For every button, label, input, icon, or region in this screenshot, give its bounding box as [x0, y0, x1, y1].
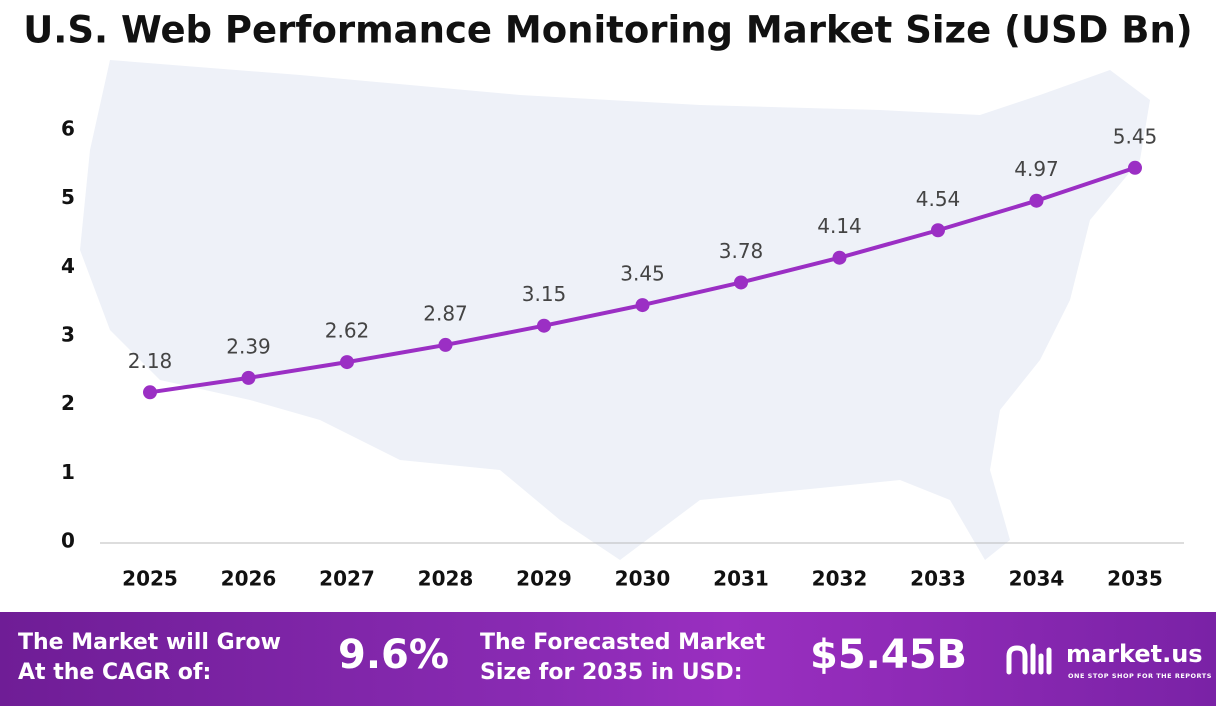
x-tick-label: 2025 [122, 567, 178, 591]
point [143, 385, 157, 400]
chart: U.S. Web Performance Monitoring Market S… [23, 9, 1192, 591]
y-tick-label: 4 [61, 254, 75, 278]
banner: The Market will Grow At the CAGR of: 9.6… [0, 612, 1216, 706]
forecast-label-2: Size for 2035 in USD: [480, 660, 743, 685]
y-tick-label: 6 [61, 117, 75, 141]
data-label: 3.15 [522, 282, 567, 306]
logo-text: market.us [1066, 640, 1203, 668]
data-label: 2.62 [325, 319, 370, 343]
data-label: 4.54 [916, 187, 961, 211]
data-label: 3.45 [620, 262, 665, 286]
data-label: 5.45 [1113, 124, 1158, 148]
chart-title: U.S. Web Performance Monitoring Market S… [23, 9, 1192, 52]
data-label: 4.97 [1014, 157, 1059, 181]
data-label: 2.39 [226, 334, 271, 358]
point [438, 337, 453, 352]
x-tick-label: 2034 [1009, 567, 1065, 591]
point [1128, 160, 1142, 175]
x-tick-label: 2029 [516, 567, 572, 591]
logo-tagline: ONE STOP SHOP FOR THE REPORTS [1068, 672, 1212, 680]
data-label: 3.78 [719, 239, 764, 263]
y-tick-label: 0 [61, 529, 75, 553]
x-tick-label: 2030 [615, 567, 671, 591]
point [734, 275, 748, 290]
data-label: 2.87 [423, 301, 468, 325]
x-tick-label: 2026 [221, 567, 277, 591]
cagr-label-2: At the CAGR of: [18, 660, 212, 685]
cagr-value: 9.6% [338, 632, 449, 678]
logo-icon [1006, 643, 1052, 675]
data-label: 4.14 [817, 214, 862, 238]
point [340, 355, 354, 370]
x-tick-label: 2027 [319, 567, 375, 591]
point [241, 370, 256, 385]
y-tick-label: 3 [61, 323, 75, 347]
forecast-value: $5.45B [810, 632, 968, 678]
y-tick-label: 5 [61, 185, 75, 209]
point [537, 318, 551, 333]
y-tick-label: 2 [61, 391, 75, 415]
data-label: 2.18 [128, 349, 173, 373]
point [832, 250, 847, 265]
y-tick-label: 1 [61, 460, 75, 484]
point [1029, 193, 1044, 208]
x-tick-label: 2032 [812, 567, 868, 591]
x-tick-label: 2028 [418, 567, 474, 591]
x-tick-label: 2031 [713, 567, 769, 591]
point [635, 298, 650, 313]
forecast-label-1: The Forecasted Market [480, 630, 766, 655]
x-tick-label: 2033 [910, 567, 966, 591]
cagr-label-1: The Market will Grow [18, 630, 281, 655]
x-tick-label: 2035 [1107, 567, 1163, 591]
point [931, 223, 945, 238]
